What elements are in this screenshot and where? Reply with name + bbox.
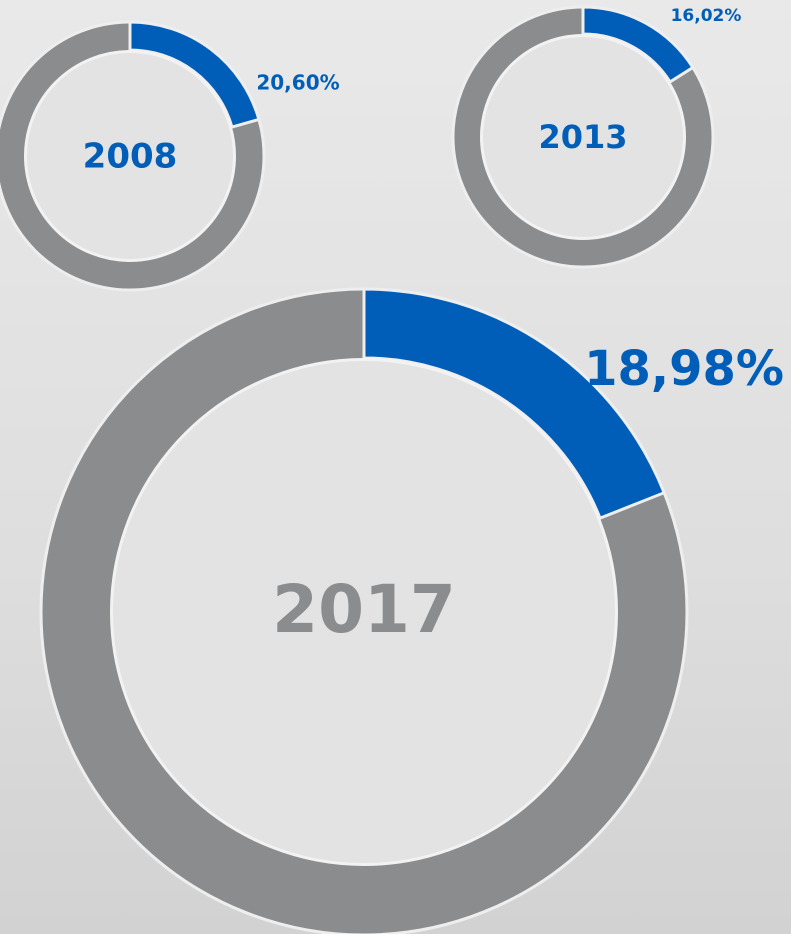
value-label: 18,98% [584, 341, 784, 397]
value-label: 20,60% [256, 71, 339, 95]
donut-title: 2008 [83, 137, 178, 177]
value-label: 16,02% [671, 6, 742, 26]
donut-title: 2013 [538, 118, 627, 156]
donut-title: 2017 [272, 571, 456, 648]
infographic: 20,60% 2008 16,02% 2013 18,98% 2017 [0, 0, 791, 934]
